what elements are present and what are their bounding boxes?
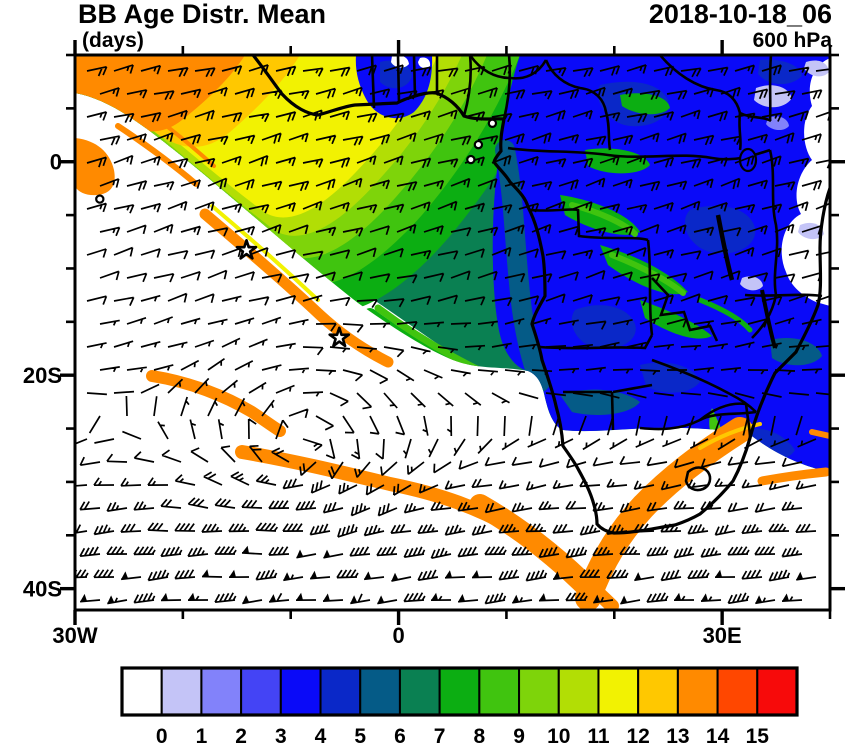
filament-kzn	[757, 467, 829, 486]
colorbar-segment	[359, 667, 401, 716]
colorbar-segment	[240, 667, 282, 716]
x-axis-tick-label: 30W	[52, 623, 97, 648]
colorbar: 0 1 2 3 4 5 6 7 8 9 10 11 12 13 14 15	[120, 666, 799, 748]
y-axis-tick-label: 0	[50, 150, 62, 175]
island-circle	[487, 118, 498, 129]
colorbar-segment	[518, 667, 560, 716]
x-axis-tick-label: 0	[392, 623, 404, 648]
colorbar-segment	[279, 667, 322, 716]
y-axis-tick-label: 40S	[23, 577, 62, 602]
colorbar-segment	[557, 667, 600, 716]
colorbar-segment	[637, 667, 679, 716]
colorbar-segment	[478, 667, 521, 716]
lake-malawi	[760, 289, 777, 349]
colorbar-label: 1	[196, 725, 208, 748]
lavender-patch	[804, 60, 829, 77]
colorbar-label: 8	[474, 725, 486, 748]
filament-midatlantic-b-tail	[469, 494, 601, 601]
colorbar-segment	[756, 667, 799, 716]
filament-yellow-fringe	[210, 204, 320, 302]
colorbar-segment	[676, 667, 719, 716]
units-label: (days)	[82, 29, 144, 52]
colorbar-label: 14	[706, 725, 730, 748]
star-marker	[328, 326, 351, 348]
colorbar-label: 13	[666, 725, 689, 748]
colorbar-label: 4	[315, 725, 327, 748]
filament-south-africa-plume	[575, 417, 753, 609]
filament-nw-streak	[115, 123, 199, 187]
colorbar-segment	[438, 667, 481, 716]
green-streak	[620, 93, 670, 115]
colorbar-label: 0	[156, 725, 168, 748]
periwinkle-patch	[766, 116, 789, 131]
colorbar-label: 15	[746, 725, 770, 748]
colorbar-label: 7	[434, 725, 446, 748]
island-circle	[466, 154, 476, 165]
axis-ticks-layer	[60, 40, 845, 625]
island-circle	[95, 194, 105, 204]
colorbar-segment	[200, 667, 243, 716]
colorbar-label: 5	[354, 725, 366, 748]
colorbar-label: 6	[394, 725, 406, 748]
colorbar-label: 11	[587, 725, 610, 748]
lavender-patch	[740, 276, 763, 291]
page-title: BB Age Distr. Mean	[78, 0, 326, 29]
star-marker	[235, 239, 258, 260]
front-rim-ylgreen	[428, 376, 517, 414]
filament-midatlantic-a	[146, 370, 286, 437]
filament-main	[199, 208, 394, 368]
markers-layer	[95, 118, 498, 348]
colorbar-label: 12	[626, 725, 649, 748]
white-pocket	[418, 57, 431, 69]
axis-labels-layer: 30W 0 30E 0 20S 40S	[23, 150, 742, 648]
colorbar-label: 2	[235, 725, 247, 748]
colorbar-segment	[398, 667, 441, 716]
colorbar-segment	[121, 667, 163, 716]
topcenter-darkblue	[380, 60, 412, 89]
white-pocket	[391, 55, 409, 68]
filament-west-blob	[76, 138, 115, 196]
colorbar-segment	[597, 667, 640, 716]
colorbar-label: 3	[275, 725, 287, 748]
colorbar-label: 9	[513, 725, 525, 748]
teal-coast-band	[495, 140, 550, 392]
filament-kzn-small	[809, 429, 829, 439]
green-streak-east	[697, 297, 753, 333]
pressure-level-label: 600 hPa	[753, 29, 833, 52]
colorbar-outline	[120, 666, 799, 717]
datetime-label: 2018-10-18_06	[649, 0, 832, 29]
white-east-indian-ocean	[781, 58, 830, 306]
aged-smoke-filaments	[76, 110, 829, 609]
x-axis-tick-label: 30E	[703, 623, 742, 648]
teal-patch-zambezi	[560, 389, 640, 415]
colorbar-segment	[716, 667, 759, 716]
colorbar-segment	[319, 667, 362, 716]
wind-barb-shafts	[76, 64, 829, 605]
wind-barbs-layer	[76, 64, 829, 605]
colorbar-label: 10	[547, 725, 570, 748]
map-frame	[73, 53, 832, 612]
colorbar-segment	[160, 667, 203, 716]
y-axis-tick-label: 20S	[23, 363, 62, 388]
island-circle	[473, 139, 484, 150]
